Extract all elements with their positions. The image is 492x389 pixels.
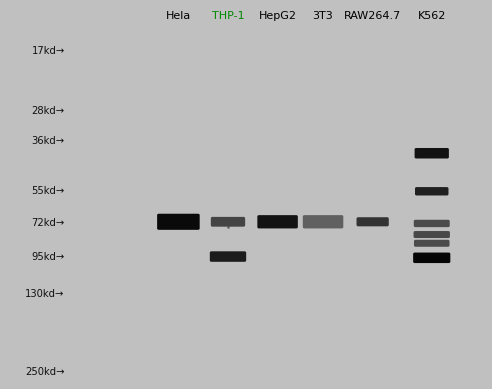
Text: THP-1: THP-1 bbox=[212, 11, 245, 21]
Text: HepG2: HepG2 bbox=[259, 11, 297, 21]
Text: 36kd→: 36kd→ bbox=[31, 136, 65, 145]
FancyBboxPatch shape bbox=[414, 231, 450, 238]
FancyBboxPatch shape bbox=[415, 187, 449, 196]
Text: K562: K562 bbox=[418, 11, 446, 21]
Text: 72kd→: 72kd→ bbox=[31, 219, 65, 228]
Text: 130kd→: 130kd→ bbox=[26, 289, 65, 299]
FancyBboxPatch shape bbox=[257, 215, 298, 228]
FancyBboxPatch shape bbox=[415, 148, 449, 158]
FancyBboxPatch shape bbox=[357, 217, 389, 226]
Text: 55kd→: 55kd→ bbox=[31, 186, 65, 196]
Text: 3T3: 3T3 bbox=[313, 11, 334, 21]
FancyBboxPatch shape bbox=[414, 220, 450, 227]
FancyBboxPatch shape bbox=[414, 240, 450, 247]
Text: Hela: Hela bbox=[166, 11, 191, 21]
FancyBboxPatch shape bbox=[303, 215, 343, 228]
FancyBboxPatch shape bbox=[413, 252, 450, 263]
Text: 250kd→: 250kd→ bbox=[25, 367, 65, 377]
Text: 95kd→: 95kd→ bbox=[31, 252, 65, 261]
FancyBboxPatch shape bbox=[157, 214, 200, 230]
FancyBboxPatch shape bbox=[210, 251, 246, 262]
Text: RAW264.7: RAW264.7 bbox=[344, 11, 401, 21]
Text: 17kd→: 17kd→ bbox=[31, 46, 65, 56]
Text: 28kd→: 28kd→ bbox=[31, 106, 65, 116]
FancyBboxPatch shape bbox=[211, 217, 245, 227]
